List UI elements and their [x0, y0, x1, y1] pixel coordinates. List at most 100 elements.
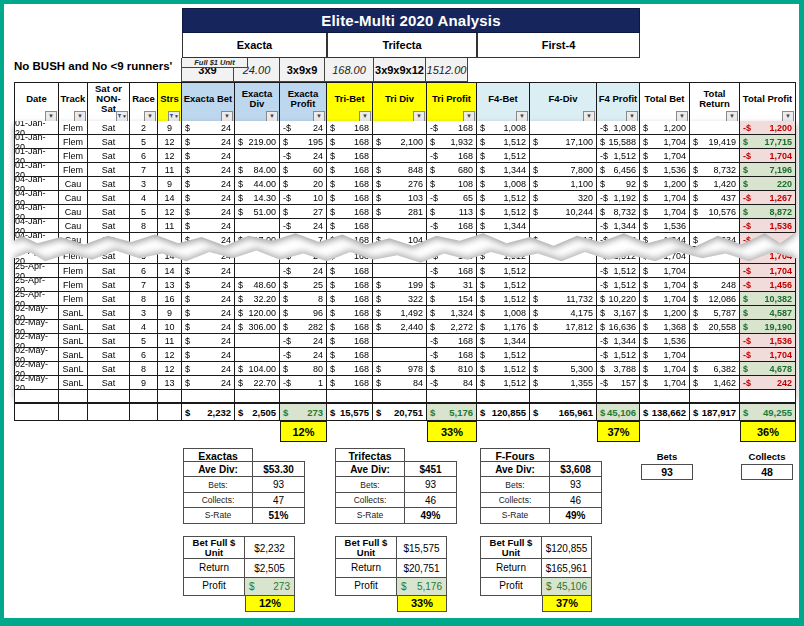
table-cell: -$1 [280, 376, 327, 390]
table-cell: $168 [327, 264, 373, 278]
section-first-4: First-4 [477, 33, 640, 58]
section-combo: 3x9x9 [279, 58, 325, 82]
table-cell: $273 [280, 403, 327, 421]
table-cell: $10,244 [530, 205, 597, 219]
table-cell: $80 [280, 362, 327, 376]
table-cell: Cau [59, 219, 88, 233]
table-cell: 5 [130, 205, 158, 219]
table-cell: 12 [158, 205, 182, 219]
column-header-date: Date▼ [14, 82, 59, 126]
table-cell [427, 233, 477, 247]
table-cell [373, 264, 427, 278]
table-cell: -$1,512 [597, 264, 640, 278]
table-cell [235, 249, 280, 264]
column-header-exacta-div: Exacta Div▼ [235, 82, 280, 126]
table-cell: -$242 [740, 376, 796, 390]
table-cell: Cau [59, 177, 88, 191]
table-cell: $5,787 [690, 306, 740, 320]
table-cell: $4,587 [740, 306, 796, 320]
table-cell: $24 [182, 163, 235, 177]
column-header-tri-bet: Tri-Bet▼ [327, 82, 373, 126]
table-row: 02-May-20SanLSat913$24$22.70-$1$168$84-$… [14, 376, 796, 390]
table-cell: -$168 [427, 264, 477, 278]
table-cell: $44.00 [235, 177, 280, 191]
table-cell: $5,300 [530, 362, 597, 376]
unit-table-value: $165,961 [542, 558, 592, 578]
table-cell: $1,200 [640, 177, 690, 191]
table-cell: Flem [59, 163, 88, 177]
table-cell: 16 [158, 292, 182, 306]
table-cell: 25-Apr-20 [14, 278, 59, 292]
table-cell: $220 [740, 177, 796, 191]
table-cell: $104.00 [235, 362, 280, 376]
table-cell: $17.00 [235, 233, 280, 247]
table-cell: $12,086 [690, 292, 740, 306]
table-cell: 7 [130, 278, 158, 292]
column-header-total-profit: Total Profit▼ [740, 82, 796, 126]
table-cell: -$1,456 [740, 278, 796, 292]
table-cell: $24 [182, 278, 235, 292]
table-cell: Sat [88, 249, 130, 264]
table-cell: -$1,008 [597, 121, 640, 135]
table-cell: 14 [158, 191, 182, 205]
table-cell: $24 [182, 306, 235, 320]
summary-value: 51% [253, 507, 305, 524]
table-row: 04-Jan-20CauSat414$24$14.30-$10$168$103-… [14, 191, 796, 205]
table-cell: $96 [280, 306, 327, 320]
table-cell: $1,536 [640, 334, 690, 348]
column-header-total-bet: Total Bet▼ [640, 82, 690, 126]
table-cell: $168 [327, 278, 373, 292]
table-cell: 10 [158, 320, 182, 334]
table-cell: 6 [130, 264, 158, 278]
column-header-label: F4 Profit [599, 94, 638, 104]
table-cell: $24 [182, 320, 235, 334]
table-row: 04-Jan-20CauSat$24$17.00-$7$168$104$413-… [14, 233, 796, 247]
table-cell: Sat [88, 191, 130, 205]
table-cell [59, 390, 88, 403]
table-cell: -$168 [427, 219, 477, 233]
counter-value: 93 [641, 464, 693, 480]
table-cell: $1,512 [477, 278, 530, 292]
table-cell [530, 264, 597, 278]
table-cell: Sat [88, 334, 130, 348]
bets-counter: Bets93 [641, 451, 693, 480]
table-cell: $1,704 [640, 348, 690, 362]
table-cell: $24 [182, 376, 235, 390]
table-cell: $168 [327, 205, 373, 219]
table-cell: SanL [59, 306, 88, 320]
table-cell: $20,558 [690, 320, 740, 334]
table-cell: $3,167 [597, 306, 640, 320]
table-cell: $19,419 [690, 135, 740, 149]
table-cell: $168 [327, 306, 373, 320]
unit-table-value: $2,232 [245, 536, 295, 560]
table-cell: $1,536 [640, 163, 690, 177]
unit-table-value: $45,106 [542, 577, 592, 596]
table-cell: Sat [88, 121, 130, 135]
table-cell [373, 149, 427, 163]
unit-table-label: Return [335, 558, 397, 578]
table-cell: Flem [59, 135, 88, 149]
table-cell: 2 [130, 121, 158, 135]
summary-value: 49% [550, 507, 602, 524]
filter-note: No BUSH and No <9 runners' [14, 60, 172, 72]
percent-row-spacer [690, 421, 740, 442]
table-cell: -$1,704 [740, 149, 796, 163]
table-cell [158, 390, 182, 403]
table-cell: $1,704 [640, 205, 690, 219]
table-cell: $1,512 [477, 292, 530, 306]
unit-table-value: $273 [245, 577, 295, 596]
table-cell: $31 [427, 278, 477, 292]
percent-row-spacer [235, 421, 280, 442]
table-cell [130, 390, 158, 403]
column-header-label: Total Return [691, 89, 738, 109]
table-cell: $168 [327, 376, 373, 390]
table-cell [740, 390, 796, 403]
section-cost: 1512.00 [425, 58, 468, 82]
table-cell [690, 121, 740, 135]
table-cell: $24 [182, 249, 235, 264]
table-cell: 13 [158, 376, 182, 390]
column-header-tri-div: Tri Div▼ [373, 82, 427, 126]
table-cell: $8,732 [690, 163, 740, 177]
summary-table-trifectas: TrifectasAve Div:$451Bets:93Collects:46S… [335, 448, 457, 524]
table-cell [235, 334, 280, 348]
